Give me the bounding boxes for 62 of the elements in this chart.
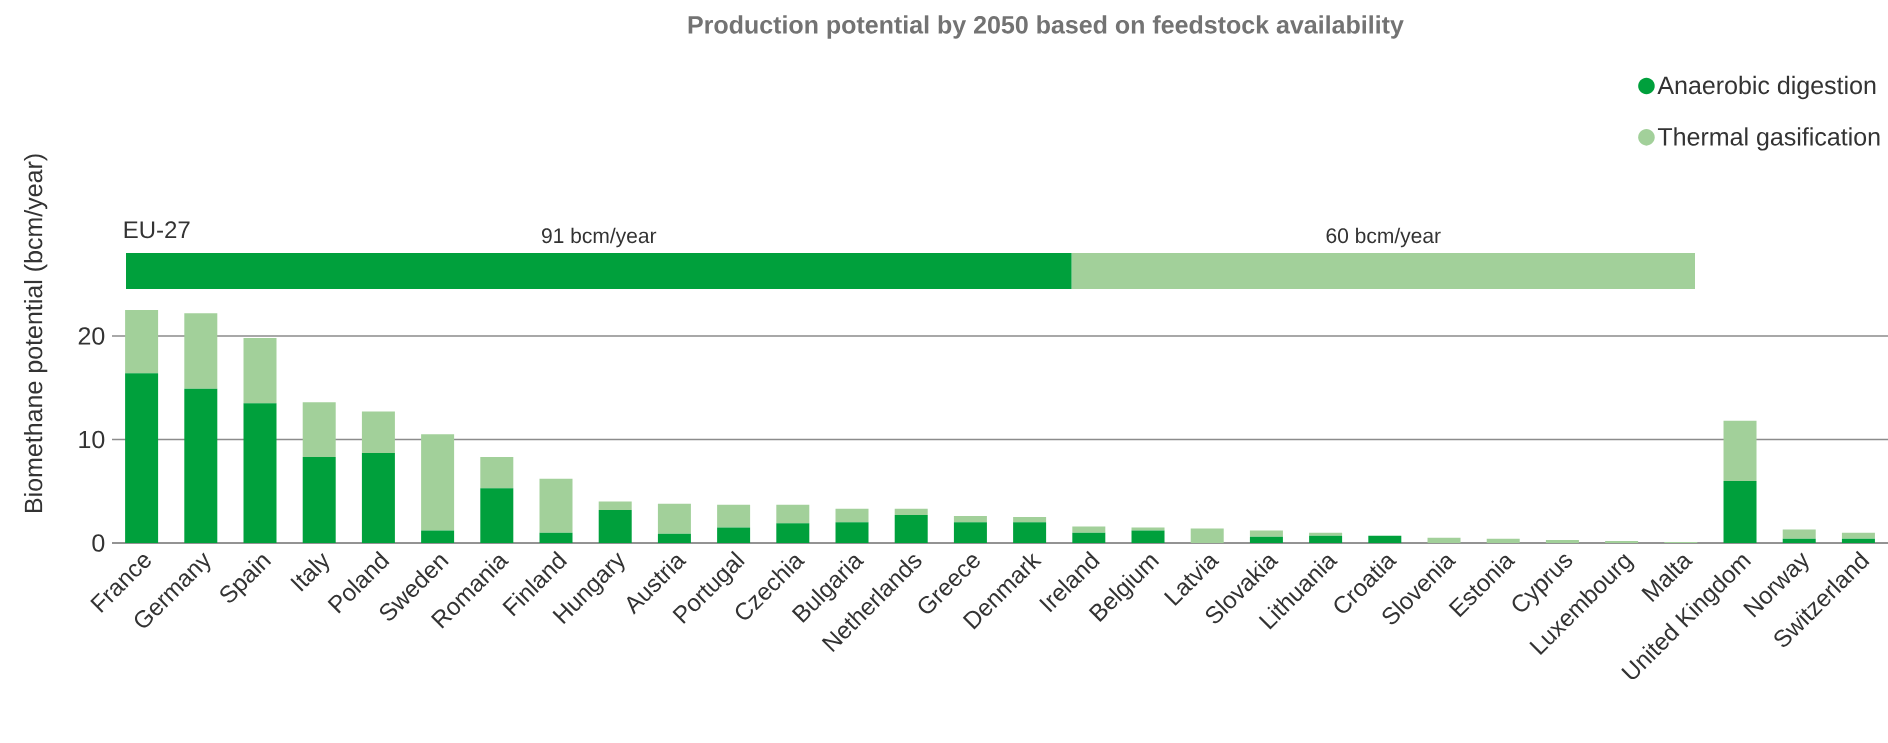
data-label: 91 bcm/year [541,227,657,248]
bar [243,338,277,404]
bar [1723,420,1757,481]
y-axis-title: Biomethane potential (bcm/year) [23,154,48,513]
bar [1072,532,1106,543]
bar [1782,529,1816,539]
bar [657,503,691,534]
bar [1841,532,1875,539]
y-tick-label: EU-27 [124,221,190,239]
bar [361,452,395,543]
bar [776,523,810,543]
bar [184,388,218,543]
bar [1190,528,1224,543]
bar [539,478,573,533]
y-tick-label: 10 [79,430,105,449]
bar [1013,522,1047,543]
bar [835,508,869,523]
bar [1782,538,1816,543]
bar [1072,526,1106,533]
bar [1723,480,1757,543]
legend-label: Anaerobic digestion [1657,75,1876,100]
legend-label: Thermal gasification [1657,127,1880,151]
bar [1131,530,1165,543]
bar [302,457,336,543]
bar [125,310,159,374]
bar [480,488,514,543]
bar [1249,536,1283,543]
bar [539,532,573,543]
bar [243,403,277,543]
y-tick-label: 20 [78,327,105,345]
bar [1309,532,1343,536]
bar [1605,540,1639,543]
y-tick-label: 0 [92,534,105,552]
bar [125,373,159,543]
bar [657,533,691,543]
bar [480,457,514,489]
bar [1013,517,1047,523]
chart-title: Production potential by 2050 based on feedstock availability [688,15,1404,39]
bar [361,411,395,453]
bar [835,522,869,543]
bar [421,434,455,531]
bar [598,509,632,543]
bar [717,504,751,528]
bar [1309,535,1343,543]
bar [894,508,928,516]
bar [953,522,987,543]
bar [1427,537,1461,543]
bar [1841,538,1875,543]
bar [421,530,455,543]
bar [184,313,218,389]
bar [953,516,987,523]
bar [1486,538,1520,543]
bar [717,527,751,543]
data-label: 60 bcm/year [1326,227,1441,248]
bar [776,504,810,524]
bar [1368,535,1402,543]
bar [1249,530,1283,537]
bar [1131,527,1165,531]
bar [1545,539,1579,543]
bar [894,515,928,543]
bar [598,501,632,510]
bar [302,402,336,458]
